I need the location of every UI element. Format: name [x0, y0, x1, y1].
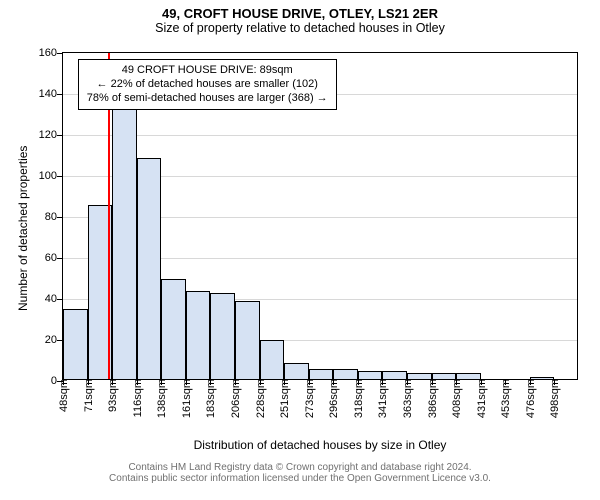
- histogram-bar: [333, 369, 358, 379]
- page-title: 49, CROFT HOUSE DRIVE, OTLEY, LS21 2ER: [0, 0, 600, 21]
- histogram-bar: [112, 104, 137, 379]
- y-tick-label: 80: [45, 211, 63, 223]
- annotation-line: 49 CROFT HOUSE DRIVE: 89sqm: [87, 64, 328, 78]
- plot-area: 02040608010012014016048sqm71sqm93sqm116s…: [62, 52, 578, 380]
- chart-footer: Contains HM Land Registry data © Crown c…: [0, 462, 600, 484]
- x-tick-label: 48sqm: [56, 379, 70, 412]
- histogram-bar: [235, 301, 260, 379]
- histogram-bar: [382, 371, 407, 379]
- histogram-bar: [358, 371, 383, 379]
- y-tick-label: 60: [45, 252, 63, 264]
- footer-line: Contains HM Land Registry data © Crown c…: [0, 462, 600, 473]
- histogram-bar: [309, 369, 334, 379]
- x-tick-label: 273sqm: [302, 379, 316, 418]
- x-tick-label: 183sqm: [203, 379, 217, 418]
- y-tick-label: 120: [39, 129, 63, 141]
- histogram-bar: [210, 293, 235, 379]
- y-tick-label: 160: [39, 47, 63, 59]
- histogram-bar: [137, 158, 162, 379]
- page-subtitle: Size of property relative to detached ho…: [0, 21, 600, 35]
- x-tick-label: 341sqm: [375, 379, 389, 418]
- x-tick-label: 93sqm: [105, 379, 119, 412]
- histogram-bar: [63, 309, 88, 379]
- histogram-bar: [161, 279, 186, 379]
- y-tick-label: 20: [45, 334, 63, 346]
- x-tick-label: 228sqm: [253, 379, 267, 418]
- x-axis-label: Distribution of detached houses by size …: [62, 438, 578, 452]
- x-tick-label: 161sqm: [179, 379, 193, 418]
- x-tick-label: 206sqm: [228, 379, 242, 418]
- x-tick-label: 408sqm: [449, 379, 463, 418]
- x-tick-label: 363sqm: [400, 379, 414, 418]
- x-tick-label: 476sqm: [523, 379, 537, 418]
- x-tick-label: 453sqm: [498, 379, 512, 418]
- x-tick-label: 116sqm: [130, 379, 144, 417]
- footer-line: Contains public sector information licen…: [0, 473, 600, 484]
- annotation-line: 78% of semi-detached houses are larger (…: [87, 92, 328, 106]
- x-tick-label: 71sqm: [81, 379, 95, 412]
- histogram-bar: [186, 291, 211, 379]
- x-tick-label: 251sqm: [277, 379, 291, 418]
- y-tick-label: 140: [39, 88, 63, 100]
- histogram-bar: [284, 363, 309, 379]
- x-tick-label: 386sqm: [425, 379, 439, 418]
- x-tick-label: 431sqm: [474, 379, 488, 418]
- y-axis-label: Number of detached properties: [16, 146, 30, 311]
- histogram-bar: [260, 340, 285, 379]
- x-tick-label: 498sqm: [547, 379, 561, 418]
- gridline: [63, 135, 577, 136]
- y-tick-label: 100: [39, 170, 63, 182]
- x-tick-label: 296sqm: [326, 379, 340, 418]
- annotation-box: 49 CROFT HOUSE DRIVE: 89sqm ← 22% of det…: [78, 59, 337, 110]
- chart-container: 49, CROFT HOUSE DRIVE, OTLEY, LS21 2ER S…: [0, 0, 600, 500]
- annotation-line: ← 22% of detached houses are smaller (10…: [87, 78, 328, 92]
- x-tick-label: 138sqm: [154, 379, 168, 418]
- y-tick-label: 40: [45, 293, 63, 305]
- x-tick-label: 318sqm: [351, 379, 365, 418]
